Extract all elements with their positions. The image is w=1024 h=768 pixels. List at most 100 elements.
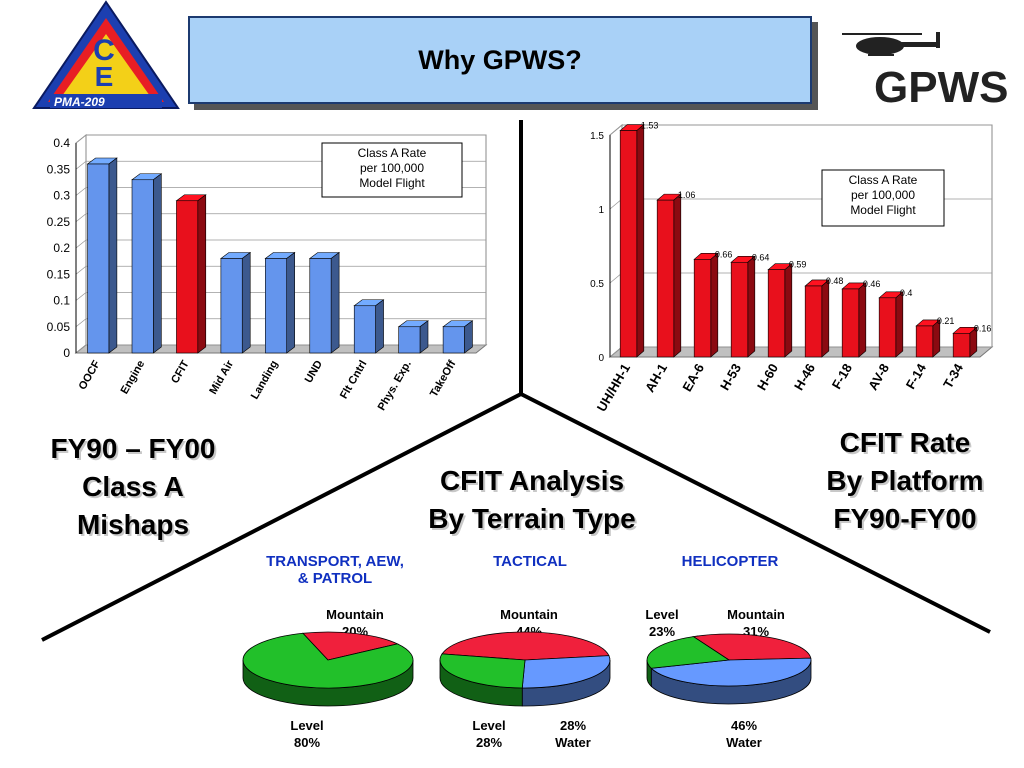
svg-text:C: C [93, 34, 115, 67]
y-tick-label: 1.5 [590, 131, 604, 142]
gridline [75, 213, 486, 223]
gridline [75, 318, 486, 328]
helicopter-icon [842, 32, 940, 56]
x-category-label: Landing [249, 359, 281, 402]
legend-box [321, 142, 463, 198]
x-category-label: H-53 [717, 361, 744, 393]
left-caption: FY90 – FY00 Class A Mishaps [50, 433, 216, 540]
bar [308, 251, 341, 354]
pie-heading-tactical: TACTICAL [493, 553, 567, 570]
x-category-label: T-34 [940, 360, 966, 391]
bar-front [309, 258, 332, 354]
bar-side [895, 291, 904, 358]
bar [656, 193, 682, 358]
bar [397, 320, 429, 354]
legend-text: per 100,000 [851, 188, 915, 202]
bar-front [131, 179, 154, 354]
bar-front [442, 326, 465, 354]
pie2-level-label: Level 28% [472, 718, 506, 750]
bar-side [153, 173, 162, 354]
bar-front [693, 259, 712, 358]
bar-data-label: 1.06 [678, 190, 696, 200]
legend-text: Model Flight [359, 176, 425, 190]
bar-front [878, 297, 897, 358]
y-tick-label: 1 [598, 205, 604, 216]
y-tick-label: 0.5 [590, 279, 604, 290]
x-category-label: Phys. Exp. [376, 359, 414, 413]
bar-side [673, 193, 682, 358]
bar-data-label: 0.16 [974, 323, 992, 333]
bar [693, 252, 719, 358]
y-tick-label: 0 [63, 346, 70, 360]
bar [442, 320, 474, 354]
pie-slice [692, 633, 812, 661]
y-tick-label: 0.4 [53, 136, 70, 150]
pie-slice [302, 631, 399, 661]
pie2-water-label: 28% Water [555, 718, 591, 750]
x-category-label: F-18 [829, 361, 855, 392]
x-category-label: F-14 [903, 360, 930, 391]
pie-slice [439, 653, 526, 689]
pie3-level-label: Level 23% [645, 607, 679, 639]
bar-side [710, 252, 719, 358]
bar-side [197, 194, 207, 354]
bar [131, 173, 163, 354]
bar-front [915, 325, 934, 358]
bar-front [353, 305, 376, 354]
bar-front [841, 288, 860, 358]
bar-front [176, 200, 199, 354]
gridline [75, 265, 486, 275]
x-category-label: EA-6 [679, 361, 707, 394]
bar-side [858, 282, 867, 358]
terrain-pie-charts [242, 631, 812, 707]
pie [646, 633, 812, 705]
bar-side [464, 320, 473, 354]
x-category-label: CFIT [169, 358, 192, 385]
bar [804, 279, 830, 358]
bar-data-label: 0.66 [715, 249, 733, 259]
gpws-brand: GPWS [842, 32, 1008, 108]
gridline [75, 239, 486, 249]
pie-slice [521, 655, 611, 689]
y-tick-label: 0 [598, 353, 604, 364]
pie-slice [441, 631, 610, 661]
bar [878, 291, 904, 358]
x-category-label: AV-8 [865, 361, 892, 393]
gridline [75, 134, 486, 144]
bar-front [656, 199, 675, 358]
bar-side [821, 279, 830, 358]
bar [952, 326, 978, 358]
legend-text: per 100,000 [360, 161, 424, 175]
bar [264, 251, 296, 354]
bar-side [108, 157, 118, 354]
bar-data-label: 1.53 [641, 121, 659, 131]
right-caption: CFIT Rate By Platform FY90-FY00 [826, 427, 984, 534]
pie-heading-transport: TRANSPORT, AEW, & PATROL [266, 553, 404, 587]
x-category-label: H-46 [791, 361, 818, 393]
y-tick-label: 0.1 [53, 294, 70, 308]
title-box: Why GPWS? [188, 16, 812, 104]
y-tick-label: 0.3 [53, 189, 70, 203]
bar [86, 157, 118, 354]
pie3-water-label: 46% Water [726, 718, 762, 750]
svg-text:E: E [95, 61, 114, 92]
bar-front [87, 163, 110, 354]
bar-side [419, 320, 429, 354]
bar [730, 255, 756, 358]
y-tick-label: 0.25 [47, 215, 71, 229]
bar-data-label: 0.59 [789, 260, 807, 270]
bar [353, 299, 385, 354]
class-a-mishaps-bar-chart: 0 0.05 0.1 0.15 0.2 0.25 0.3 0.35 0.4 OOCF Engine C… [47, 133, 488, 413]
bar-front [265, 258, 287, 354]
bar-side [375, 299, 384, 354]
center-caption: CFIT Analysis By Terrain Type [428, 465, 636, 534]
x-category-label: TakeOff [428, 358, 459, 399]
cfit-rate-bar-chart: 0 0.5 1 1.5 1.53 UH/HH-1 1.06 AH-1 0.66 EA-6 0.64 H… [590, 121, 994, 414]
x-category-label: OOCF [77, 358, 103, 392]
bar-front [767, 269, 786, 358]
x-category-label: Engine [119, 359, 148, 397]
x-category-label: Mid Air [207, 358, 236, 397]
bar-side [784, 263, 793, 358]
pie [242, 631, 414, 707]
y-tick-label: 0.15 [47, 267, 71, 281]
